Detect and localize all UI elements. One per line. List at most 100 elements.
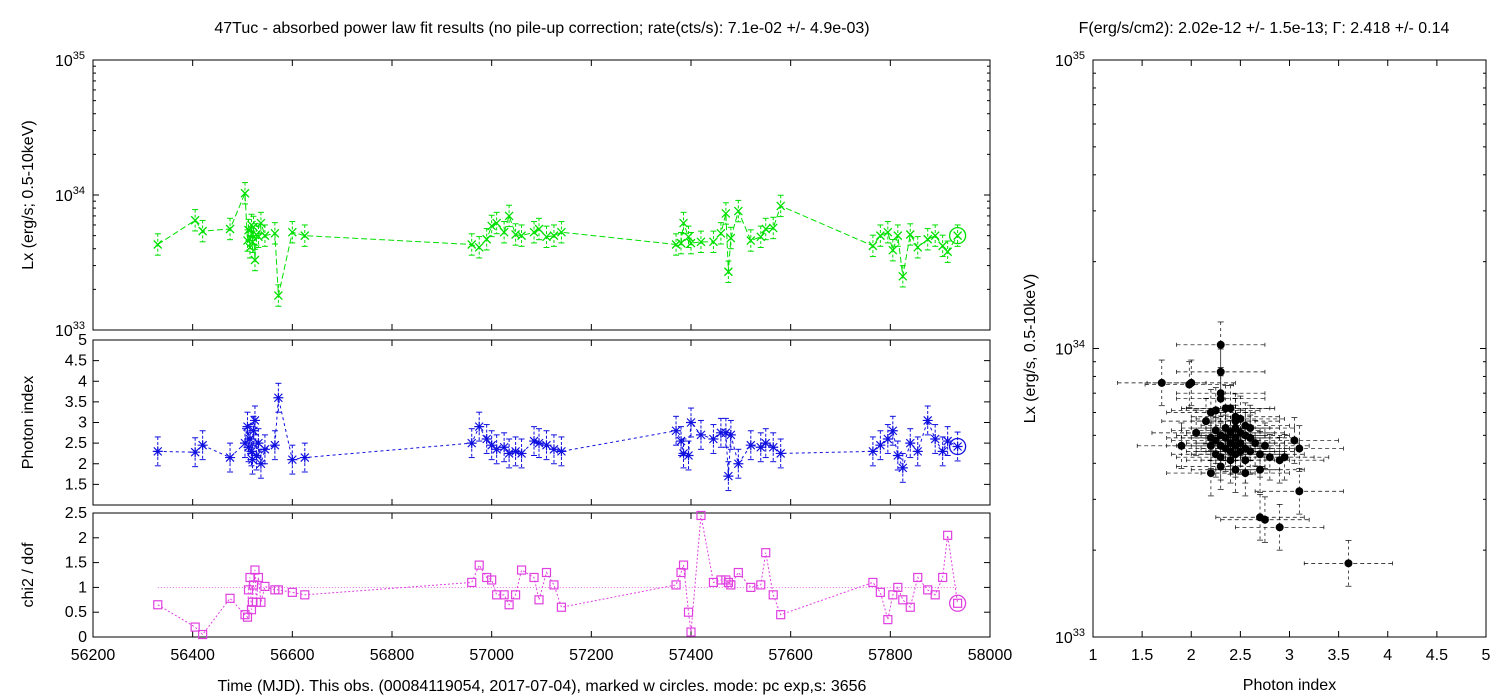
data-point (487, 575, 497, 585)
data-point (775, 448, 786, 459)
data-point (1221, 424, 1230, 433)
data-point (746, 236, 756, 245)
data-point (930, 590, 940, 600)
data-point (1275, 456, 1284, 465)
data-point (248, 580, 259, 590)
data-point (761, 548, 771, 558)
data-point (270, 228, 280, 238)
data-point (1256, 450, 1265, 459)
data-point (913, 242, 923, 252)
x-tick-label: 3.5 (1328, 647, 1350, 664)
data-point (246, 446, 257, 457)
data-point (260, 581, 270, 592)
data-point (253, 438, 264, 449)
data-point (1226, 404, 1235, 413)
y-tick-label: 1034 (55, 185, 85, 205)
data-point (487, 221, 497, 231)
data-point (225, 224, 235, 234)
data-point (467, 577, 477, 588)
data-point (534, 438, 545, 449)
x-tick-label: 56400 (170, 647, 215, 664)
data-point (723, 471, 734, 482)
x-tick-label: 56600 (270, 647, 315, 664)
data-point (683, 607, 694, 617)
data-point (671, 240, 681, 249)
data-point (248, 425, 259, 436)
x-tick-label: 2 (1187, 647, 1196, 664)
data-point (504, 448, 515, 459)
left-title: 47Tuc - absorbed power law fit results (… (214, 20, 869, 37)
data-point (1295, 487, 1304, 496)
y-axis-label: chi2 / dof (20, 542, 37, 607)
series-line (157, 193, 959, 296)
data-point (721, 575, 731, 585)
y-axis-label: Lx (erg/s; 0.5-10keV) (20, 120, 37, 269)
data-point (190, 215, 200, 225)
data-point (1157, 378, 1166, 387)
data-point (197, 440, 208, 451)
data-point (1246, 433, 1255, 442)
y-tick-label: 1035 (1055, 50, 1085, 70)
data-point (867, 446, 878, 457)
y-tick-label: 3 (78, 415, 87, 432)
data-point (482, 572, 492, 583)
panel-gamma-time: 1.5 2 2.5 3 3.5 4 4.5 5 Photon index (20, 332, 991, 506)
data-point (153, 600, 163, 610)
data-point (486, 440, 497, 451)
y-tick-label: 2 (78, 456, 87, 473)
data-point (923, 585, 933, 595)
data-point (686, 627, 696, 637)
data-point (225, 452, 236, 463)
y-tick-label: 1035 (55, 50, 85, 70)
data-point (768, 442, 779, 453)
data-point (1206, 469, 1215, 478)
data-point (893, 231, 903, 241)
data-point (242, 421, 253, 432)
data-point (1211, 426, 1220, 435)
data-point (499, 227, 509, 237)
data-point (534, 224, 544, 234)
data-point (726, 580, 736, 590)
data-point (1260, 441, 1269, 450)
data-point (888, 245, 898, 255)
y-tick-label: 1 (78, 579, 87, 596)
data-point (755, 442, 766, 453)
data-point (510, 446, 521, 457)
data-point (474, 242, 484, 252)
data-point (893, 582, 903, 593)
data-point (1231, 417, 1240, 426)
y-tick-label: 0.5 (65, 604, 87, 621)
data-point (244, 434, 255, 444)
data-point (1241, 421, 1250, 430)
panel-lx-time: 1033 1034 1035 Lx (erg/s; 0.5-10keV) (20, 50, 991, 340)
data-point (761, 224, 771, 234)
panel-chi2-time: 0 0.5 1 1.5 2 2.5 chi2 / dof 56200 56400 56600 568… (20, 505, 1012, 664)
data-point (273, 585, 283, 595)
data-point (299, 452, 310, 463)
x-tick-label: 57000 (469, 647, 514, 664)
data-point (244, 225, 253, 235)
data-point (491, 444, 502, 455)
data-point (1231, 433, 1240, 442)
data-point (249, 415, 260, 426)
x-tick-label: 2.5 (1229, 647, 1251, 664)
data-point (1241, 456, 1250, 465)
data-point (1295, 444, 1304, 453)
x-tick-label: 57400 (669, 647, 714, 664)
data-point (882, 434, 893, 444)
data-point (529, 572, 539, 583)
y-tick-label: 4 (78, 373, 87, 390)
x-tick-label: 56200 (71, 647, 116, 664)
data-point (248, 237, 257, 247)
data-point (708, 434, 719, 444)
data-point (556, 446, 567, 457)
bottom-xlabel: Time (MJD). This obs. (00084119054, 2017… (218, 678, 867, 695)
data-point (542, 232, 551, 242)
data-point (756, 580, 766, 590)
data-point (260, 231, 270, 241)
data-point (733, 206, 743, 216)
data-point (152, 446, 163, 457)
data-point (240, 188, 250, 198)
y-axis-label: Photon index (20, 376, 37, 469)
current-obs-circle (948, 437, 967, 456)
